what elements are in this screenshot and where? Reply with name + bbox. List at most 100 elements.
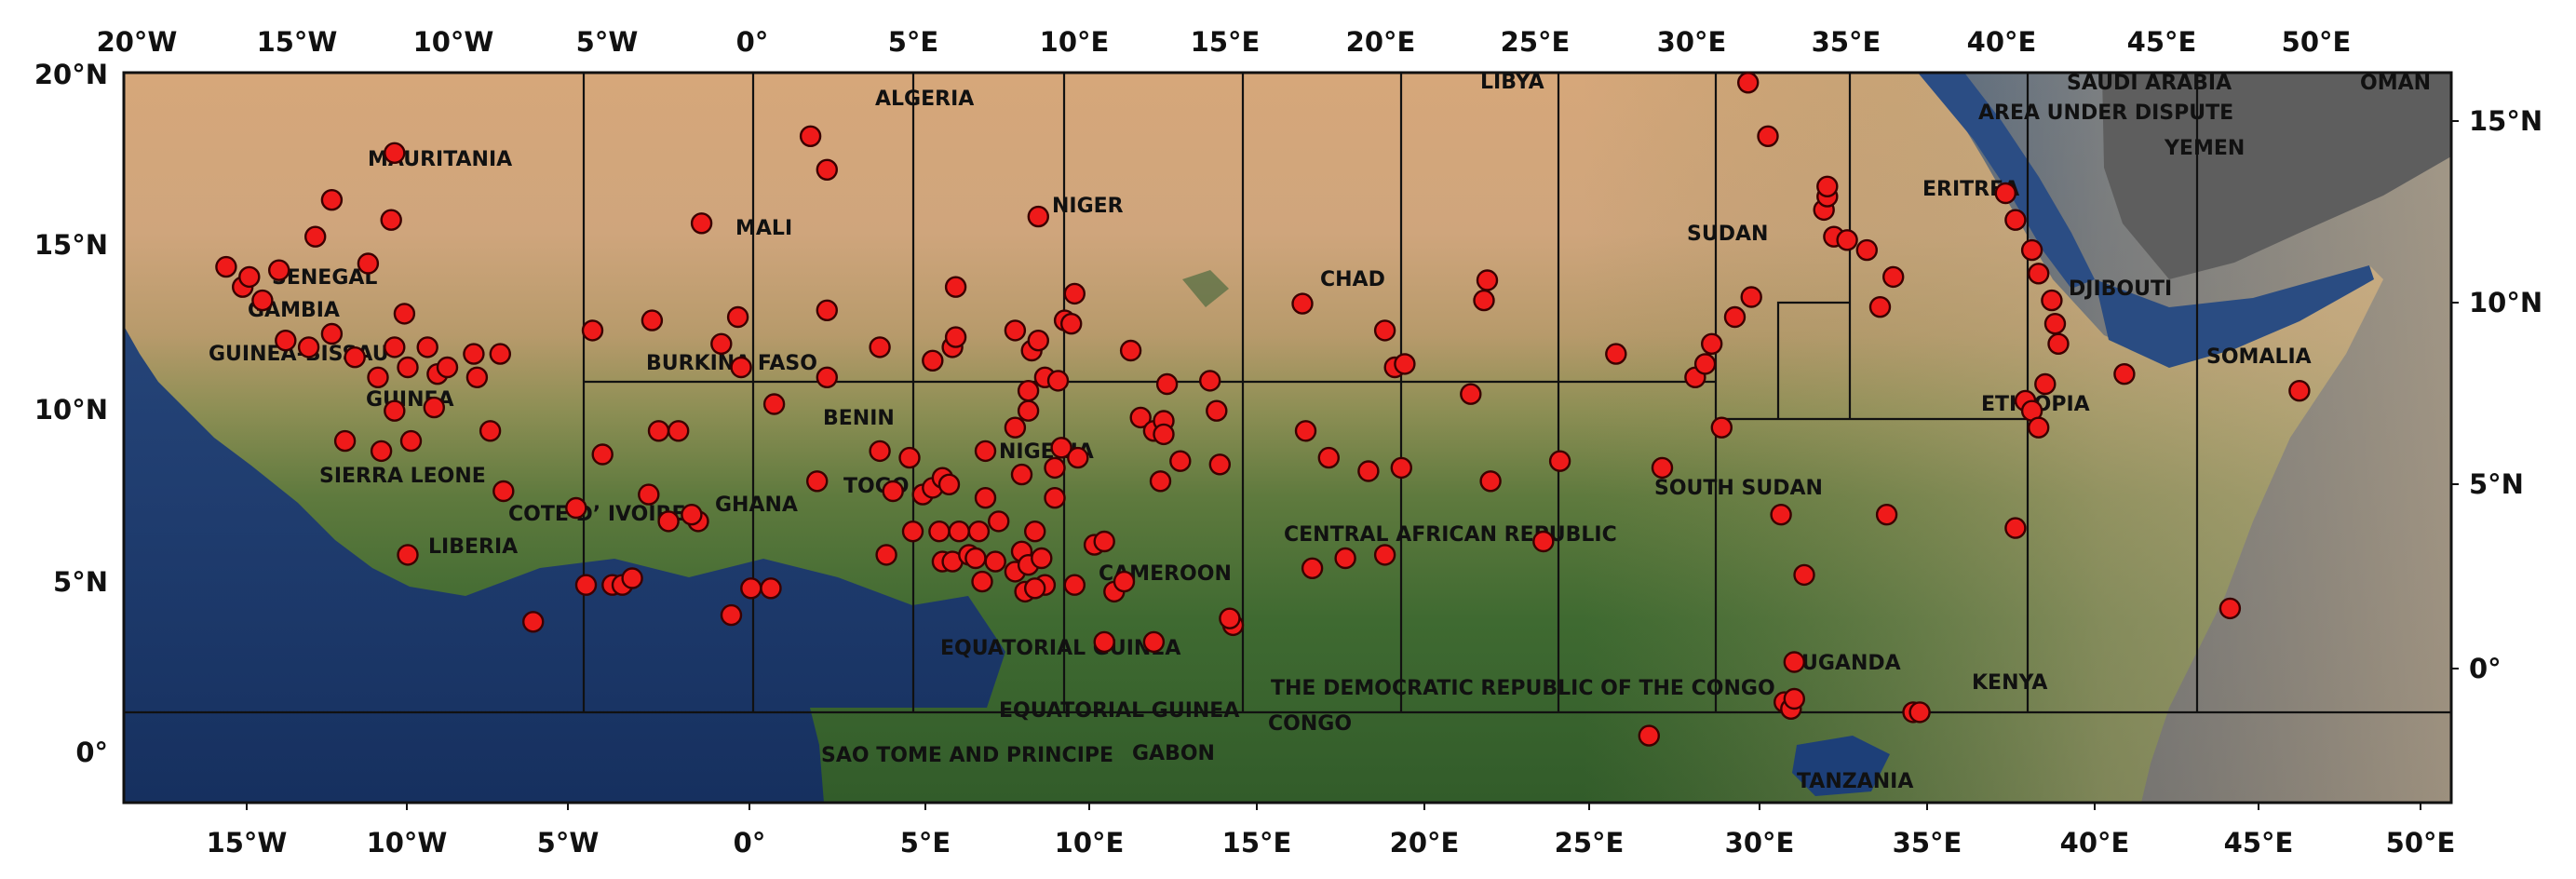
site-marker: [1855, 238, 1879, 262]
country-label: SOMALIA: [2206, 345, 2312, 369]
bottom-lon-tick: 30°E: [1725, 827, 1795, 859]
country-label: EQUATORIAL GUINEA: [999, 699, 1239, 723]
site-marker: [1004, 416, 1027, 439]
site-marker: [1208, 453, 1232, 476]
site-marker: [1023, 521, 1046, 543]
country-label: DJIBOUTI: [2069, 277, 2172, 301]
site-marker: [2020, 238, 2043, 262]
site-marker: [1548, 450, 1571, 472]
site-marker: [1783, 651, 1806, 673]
site-marker: [816, 366, 838, 388]
site-marker: [1044, 456, 1066, 480]
left-lat-tick: 0°: [75, 737, 108, 768]
site-marker: [2041, 289, 2063, 312]
site-marker: [740, 577, 762, 600]
country-label: SAO TOME AND PRINCIPE: [821, 744, 1113, 767]
site-marker: [320, 322, 344, 345]
bottom-lon-tick: 50°E: [2386, 827, 2456, 859]
country-label: NIGER: [1052, 195, 1124, 218]
site-marker: [690, 212, 713, 235]
site-marker: [2113, 363, 2136, 385]
site-marker: [647, 420, 670, 442]
site-marker: [1155, 372, 1179, 396]
country-label: UGANDA: [1801, 652, 1901, 675]
site-marker: [1063, 282, 1086, 305]
site-marker: [1868, 296, 1892, 318]
site-marker: [1206, 399, 1228, 422]
site-marker: [1740, 286, 1762, 308]
site-marker: [964, 547, 987, 570]
site-marker: [367, 366, 389, 388]
site-marker: [1153, 423, 1175, 446]
site-marker: [760, 577, 782, 600]
site-marker: [1390, 456, 1413, 480]
site-marker: [465, 366, 489, 388]
left-lat-tick: 10°N: [34, 394, 108, 426]
site-marker: [581, 319, 604, 342]
top-lon-tick: 45°E: [2127, 26, 2197, 58]
site-marker: [1017, 380, 1040, 402]
country-label: CONGO: [1268, 712, 1352, 736]
site-marker: [1059, 313, 1083, 335]
site-marker: [1693, 353, 1717, 375]
site-marker: [1723, 305, 1747, 329]
site-marker: [681, 504, 703, 526]
site-marker: [399, 429, 423, 453]
country-label: AREA UNDER DISPUTE: [1978, 101, 2233, 125]
site-marker: [591, 443, 614, 466]
site-marker: [297, 336, 320, 358]
site-marker: [1113, 570, 1136, 593]
top-lon-tick: 20°W: [97, 26, 178, 58]
site-marker: [2047, 332, 2070, 355]
site-marker: [2219, 597, 2242, 620]
axis-ticks: 20°W 15°W 10°W 5°W 0° 5°E 10°E 15°E 20°E 25°E 30°E…: [34, 26, 2542, 859]
site-marker: [215, 255, 237, 278]
site-marker: [1479, 470, 1502, 493]
site-marker: [275, 330, 297, 352]
site-marker: [984, 550, 1006, 573]
site-marker: [1027, 330, 1050, 352]
top-lon-tick: 20°E: [1346, 26, 1416, 58]
site-marker: [1476, 269, 1499, 291]
map-frame: [122, 71, 2453, 805]
bottom-lon-tick: 10°W: [367, 827, 448, 859]
site-marker: [1357, 460, 1380, 482]
bottom-lon-tick: 25°E: [1555, 827, 1625, 859]
site-marker: [1010, 463, 1033, 486]
top-lon-tick: 30°E: [1657, 26, 1727, 58]
site-marker: [251, 289, 274, 312]
arabia-masked: [2102, 73, 2451, 279]
site-marker: [928, 521, 951, 543]
country-label: KENYA: [1972, 671, 2047, 695]
site-marker: [1031, 547, 1053, 570]
site-marker: [967, 521, 991, 543]
country-label: BENIN: [823, 407, 895, 430]
site-marker: [370, 440, 393, 463]
site-marker: [710, 332, 733, 355]
site-marker: [2027, 263, 2050, 285]
site-marker: [1063, 574, 1086, 596]
site-marker: [1994, 182, 2017, 205]
site-marker: [489, 343, 511, 365]
site-marker: [1373, 319, 1396, 342]
lake-victoria: [1792, 736, 1890, 796]
site-marker: [1605, 343, 1627, 365]
country-label: SUDAN: [1687, 223, 1768, 246]
site-marker: [522, 611, 545, 633]
site-marker: [1093, 630, 1115, 654]
bottom-lon-tick: 40°E: [2060, 827, 2130, 859]
site-marker: [565, 496, 587, 520]
site-marker: [638, 483, 660, 506]
site-marker: [1460, 383, 1482, 405]
site-marker: [816, 299, 838, 321]
site-marker: [416, 336, 438, 358]
site-marker: [1017, 399, 1040, 422]
site-marker: [2034, 372, 2057, 396]
bottom-lon-tick: 0°: [734, 827, 766, 859]
site-marker: [1736, 72, 1760, 94]
site-marker: [806, 470, 829, 493]
site-marker: [393, 303, 416, 325]
site-marker: [1046, 370, 1070, 392]
